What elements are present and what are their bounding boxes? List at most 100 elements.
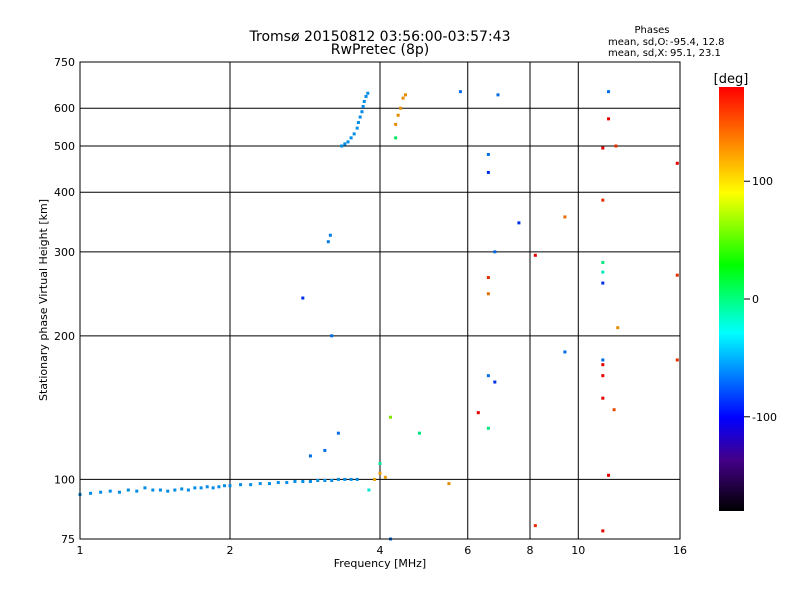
echo-point bbox=[308, 454, 312, 458]
x-tick-label: 2 bbox=[227, 544, 234, 557]
y-tick-label: 750 bbox=[54, 56, 75, 69]
x-tick-label: 4 bbox=[377, 544, 384, 557]
echo-point bbox=[675, 358, 679, 362]
echo-point bbox=[614, 144, 618, 148]
echo-point bbox=[601, 198, 605, 202]
echo-point bbox=[616, 326, 620, 330]
colorbar bbox=[719, 87, 744, 511]
trace-low-point bbox=[308, 479, 312, 483]
x-tick-label: 8 bbox=[527, 544, 534, 557]
x-axis-label: Frequency [MHz] bbox=[334, 557, 426, 570]
trace-low-point bbox=[301, 479, 305, 483]
echo-point bbox=[486, 276, 490, 280]
echo-point bbox=[601, 358, 605, 362]
echo-point bbox=[378, 471, 382, 475]
plot-frame bbox=[79, 61, 681, 540]
trace-high-point bbox=[340, 144, 344, 148]
colorbar-tick-label: -100 bbox=[752, 411, 777, 424]
echo-point bbox=[383, 475, 387, 479]
echo-point bbox=[601, 396, 605, 400]
phases-o-values: -95.4, 12.8 bbox=[670, 37, 725, 48]
x-tick-label: 16 bbox=[673, 544, 687, 557]
trace-high-point bbox=[360, 110, 364, 114]
echo-point bbox=[486, 426, 490, 430]
trace-low-point bbox=[223, 484, 227, 488]
trace-low-point bbox=[267, 482, 271, 486]
echo-point bbox=[301, 296, 305, 300]
echo-point bbox=[517, 221, 521, 225]
colorbar-tick-label: 100 bbox=[752, 175, 773, 188]
echo-point bbox=[563, 350, 567, 354]
y-tick-label: 100 bbox=[54, 473, 75, 486]
y-tick-label: 200 bbox=[54, 330, 75, 343]
echo-point bbox=[607, 473, 611, 477]
trace-low-point bbox=[276, 481, 280, 485]
trace-low-point bbox=[239, 483, 243, 487]
trace-high-point bbox=[366, 91, 370, 95]
echo-point bbox=[486, 292, 490, 296]
echo-point bbox=[601, 270, 605, 274]
echo-point bbox=[607, 117, 611, 121]
trace-low-point bbox=[135, 489, 139, 493]
echo-point bbox=[601, 260, 605, 264]
chart-title: Tromsø 20150812 03:56:00-03:57:43 bbox=[249, 29, 511, 45]
echo-point bbox=[601, 281, 605, 285]
y-tick-label: 75 bbox=[61, 533, 75, 546]
x-tick-label: 6 bbox=[464, 544, 471, 557]
trace-low-point bbox=[205, 485, 209, 489]
echo-point bbox=[601, 146, 605, 150]
trace-low-point bbox=[151, 488, 155, 492]
echo-point bbox=[493, 380, 497, 384]
trace-low-point bbox=[158, 488, 162, 492]
echo-point bbox=[458, 90, 462, 94]
trace-low-point bbox=[166, 489, 170, 493]
echo-point bbox=[399, 106, 403, 110]
trace-high-point bbox=[343, 142, 347, 146]
trace-low-point bbox=[99, 490, 103, 494]
y-axis-label: Stationary phase Virtual Height [km] bbox=[37, 199, 50, 401]
echo-point bbox=[394, 136, 398, 140]
y-tick-label: 600 bbox=[54, 102, 75, 115]
trace-low-point bbox=[285, 481, 289, 485]
echo-point bbox=[607, 90, 611, 94]
y-tick-label: 500 bbox=[54, 140, 75, 153]
echo-point bbox=[367, 488, 371, 492]
trace-low-point bbox=[330, 478, 334, 482]
phases-heading: Phases bbox=[634, 25, 669, 36]
trace-low-point bbox=[217, 485, 221, 489]
trace-low-point bbox=[89, 491, 93, 495]
echo-point bbox=[563, 215, 567, 219]
echo-point bbox=[675, 273, 679, 277]
echo-point bbox=[323, 448, 327, 452]
trace-low-point bbox=[293, 479, 297, 483]
colorbar-ticks: 100 0 -100 bbox=[744, 175, 777, 424]
echo-point bbox=[389, 415, 393, 419]
echo-point bbox=[496, 93, 500, 97]
trace-low-point bbox=[173, 488, 177, 492]
trace-low-point bbox=[143, 486, 147, 490]
trace-high-point bbox=[346, 140, 350, 144]
trace-low-point bbox=[336, 477, 340, 481]
trace-low-point bbox=[186, 488, 190, 492]
trace-high-point bbox=[361, 105, 365, 109]
echo-point bbox=[401, 96, 405, 100]
chart-subtitle: RwPretec (8p) bbox=[331, 42, 429, 58]
trace-high-point bbox=[364, 94, 368, 98]
echo-point bbox=[403, 93, 407, 97]
y-tick-label: 400 bbox=[54, 186, 75, 199]
x-axis: 1 2 4 6 8 10 16 bbox=[77, 544, 688, 557]
trace-low-point bbox=[258, 482, 262, 486]
echo-point bbox=[396, 113, 400, 117]
x-tick-label: 1 bbox=[77, 544, 84, 557]
colorbar-label: [deg] bbox=[714, 72, 749, 87]
trace-high-point bbox=[358, 115, 362, 119]
trace-low-point bbox=[108, 489, 112, 493]
trace-high-point bbox=[362, 99, 366, 103]
trace-low-point bbox=[199, 486, 203, 490]
echo-point bbox=[601, 374, 605, 378]
colorbar-tick-label: 0 bbox=[752, 293, 759, 306]
echo-point bbox=[533, 524, 537, 528]
trace-high-point bbox=[356, 121, 360, 125]
echo-point bbox=[447, 482, 451, 486]
trace-low-point bbox=[211, 486, 215, 490]
